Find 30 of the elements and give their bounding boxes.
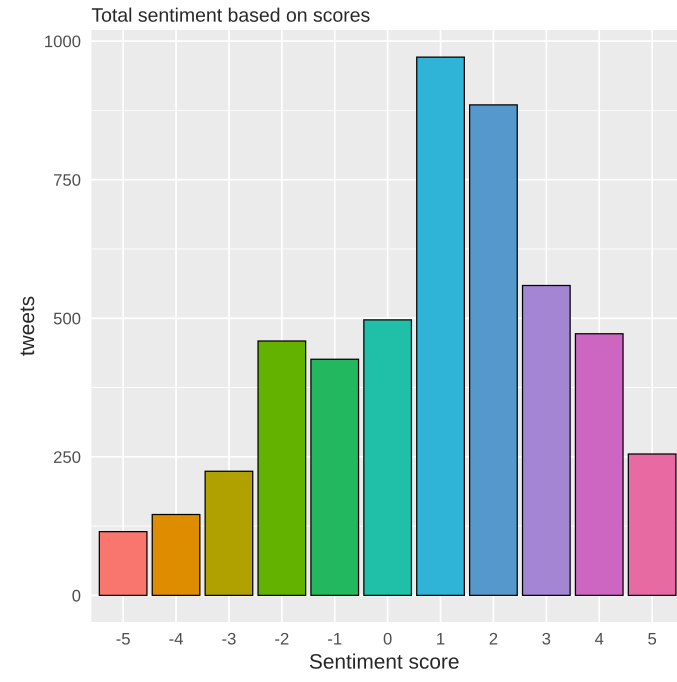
bar [98, 531, 148, 596]
y-tick-label: 250 [54, 451, 80, 464]
y-axis-title: tweets [20, 296, 34, 356]
x-tick-label: -5 [116, 633, 130, 645]
chart-title: Total sentiment based on scores [92, 8, 370, 22]
bar [204, 470, 254, 596]
x-tick-label: -2 [275, 632, 288, 644]
bar [522, 284, 571, 596]
y-tick-label: 500 [54, 312, 80, 324]
bar [257, 340, 306, 596]
x-tick-label: 2 [490, 632, 498, 644]
x-tick-label: 5 [648, 633, 656, 645]
x-tick-label: 0 [384, 632, 392, 645]
x-axis-title: Sentiment score [310, 653, 459, 669]
bar [574, 333, 624, 596]
bar [416, 56, 465, 596]
bar [310, 358, 360, 596]
x-tick-label: 4 [594, 633, 604, 644]
bar [469, 104, 518, 596]
x-tick-label: -4 [169, 633, 183, 644]
bar [363, 319, 412, 596]
x-tick-label: 1 [437, 633, 444, 644]
x-tick-label: -3 [222, 632, 236, 645]
bar [152, 514, 200, 596]
y-tick-label: 0 [72, 590, 80, 602]
y-tick-label: 750 [54, 174, 80, 186]
x-tick-label: 3 [542, 632, 550, 645]
x-tick-label: -1 [328, 633, 342, 644]
bar [628, 453, 677, 596]
y-tick-label: 1000 [45, 35, 80, 48]
